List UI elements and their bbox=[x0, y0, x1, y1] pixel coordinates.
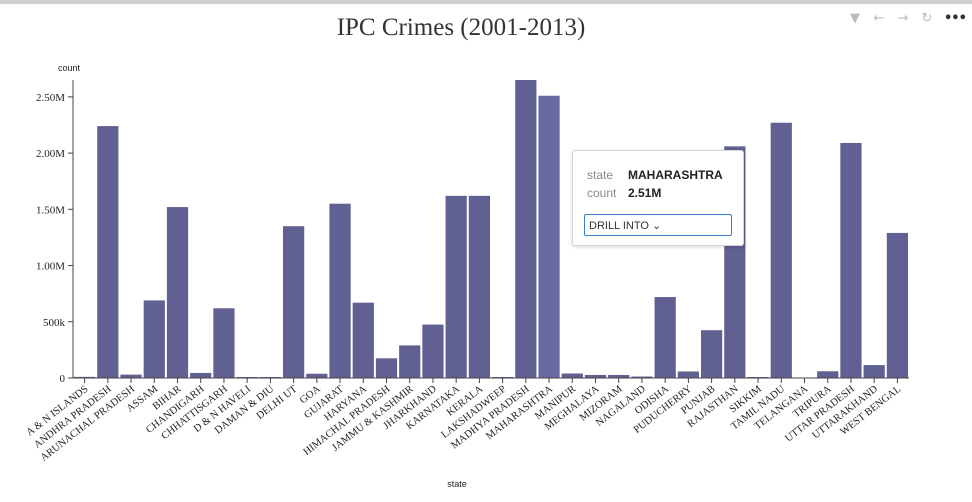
tooltip-value-state: MAHARASHTRA bbox=[628, 168, 723, 182]
bar[interactable] bbox=[190, 372, 212, 378]
bar[interactable] bbox=[74, 376, 96, 378]
y-tick-label: 1.50M bbox=[36, 204, 65, 216]
y-tick-label: 0 bbox=[60, 373, 66, 385]
y-tick-label: 1.00M bbox=[36, 261, 65, 273]
back-arrow-icon[interactable]: ← bbox=[873, 11, 885, 26]
bar[interactable] bbox=[422, 324, 444, 378]
bar[interactable] bbox=[306, 373, 328, 378]
y-tick-label: 2.50M bbox=[36, 92, 65, 104]
bar[interactable] bbox=[817, 371, 839, 378]
y-tick-label: 2.00M bbox=[36, 148, 65, 160]
bar[interactable] bbox=[515, 80, 537, 378]
chart-title: IPC Crimes (2001-2013) bbox=[336, 14, 586, 41]
bar[interactable] bbox=[399, 345, 421, 378]
bar[interactable] bbox=[608, 374, 630, 378]
bar[interactable] bbox=[166, 207, 189, 378]
bar[interactable] bbox=[283, 226, 305, 378]
tooltip-value-count: 2.51M bbox=[628, 186, 662, 200]
bar[interactable] bbox=[120, 374, 142, 378]
bar[interactable] bbox=[468, 195, 490, 378]
bar[interactable] bbox=[584, 374, 607, 378]
bar[interactable] bbox=[538, 95, 560, 378]
refresh-icon[interactable]: ↻ bbox=[921, 11, 933, 26]
bar[interactable] bbox=[654, 297, 676, 378]
tooltip-key-count: count bbox=[587, 186, 617, 200]
bar[interactable] bbox=[886, 232, 908, 378]
bar[interactable] bbox=[329, 203, 351, 378]
drill-into-dropdown[interactable]: DRILL INTO ⌄ bbox=[584, 214, 732, 236]
bar[interactable] bbox=[143, 300, 165, 378]
top-border bbox=[0, 0, 972, 4]
y-axis: 0 500k 1.00M 1.50M 2.00M 2.50M bbox=[36, 80, 74, 385]
bar[interactable] bbox=[840, 142, 862, 378]
bar[interactable] bbox=[770, 122, 792, 378]
bar[interactable] bbox=[631, 376, 653, 378]
filter-icon[interactable]: ▼ bbox=[850, 11, 860, 26]
bars bbox=[74, 80, 908, 379]
bar-tooltip: state MAHARASHTRA count 2.51M DRILL INTO… bbox=[572, 150, 744, 246]
x-axis-label: state bbox=[447, 479, 467, 489]
bar[interactable] bbox=[445, 195, 467, 378]
forward-arrow-icon[interactable]: → bbox=[897, 11, 909, 26]
bar[interactable] bbox=[97, 126, 119, 379]
bar[interactable] bbox=[677, 371, 699, 378]
bar[interactable] bbox=[375, 358, 398, 378]
bar[interactable] bbox=[701, 330, 723, 378]
y-tick-label: 500k bbox=[43, 317, 66, 329]
bar[interactable] bbox=[213, 308, 235, 378]
x-tick-label: ARUNACHAL PRADESH bbox=[39, 383, 138, 463]
bar[interactable] bbox=[863, 365, 885, 378]
bar[interactable] bbox=[352, 302, 374, 378]
tooltip-key-state: state bbox=[587, 168, 614, 182]
bar[interactable] bbox=[561, 373, 583, 378]
y-axis-label: count bbox=[58, 63, 81, 73]
